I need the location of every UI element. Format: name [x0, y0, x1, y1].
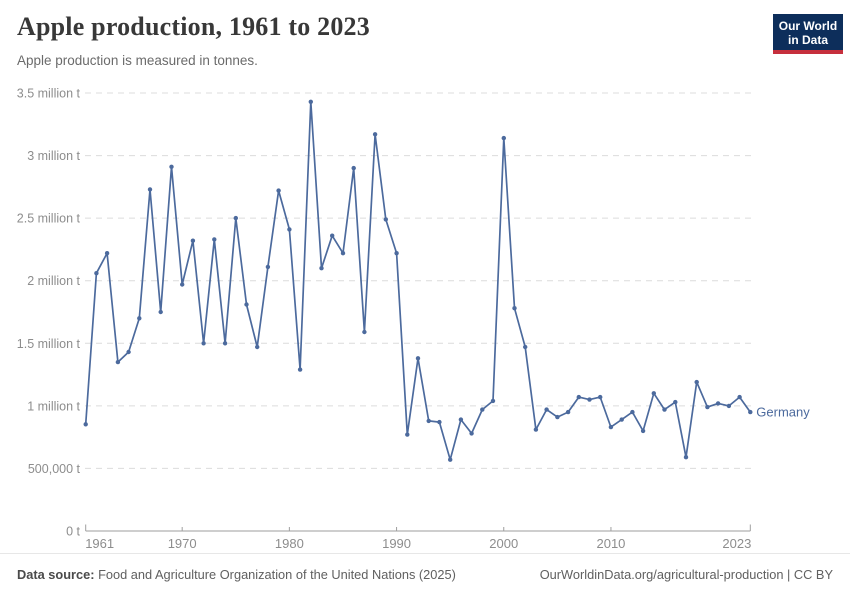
- data-point[interactable]: [576, 394, 581, 400]
- data-point[interactable]: [351, 165, 356, 171]
- data-point[interactable]: [147, 187, 153, 192]
- data-point[interactable]: [126, 349, 131, 355]
- data-point[interactable]: [640, 428, 646, 434]
- data-point[interactable]: [458, 417, 464, 422]
- data-point[interactable]: [748, 409, 753, 415]
- data-point[interactable]: [469, 431, 474, 436]
- x-tick-label: 2010: [596, 536, 625, 551]
- data-point[interactable]: [137, 316, 142, 321]
- data-point[interactable]: [394, 251, 399, 256]
- y-tick-label: 2.5 million t: [17, 212, 81, 226]
- y-tick-label: 0 t: [66, 525, 80, 539]
- y-tick-label: 500,000 t: [28, 462, 81, 476]
- x-tick-label: 1970: [168, 536, 197, 551]
- data-point[interactable]: [222, 341, 228, 346]
- data-point[interactable]: [673, 399, 678, 405]
- data-point[interactable]: [501, 135, 506, 141]
- data-point[interactable]: [169, 164, 174, 169]
- data-point[interactable]: [362, 329, 367, 335]
- owid-logo[interactable]: Our World in Data: [773, 14, 843, 54]
- data-point[interactable]: [694, 379, 699, 385]
- data-point[interactable]: [683, 455, 689, 460]
- data-point[interactable]: [523, 344, 528, 350]
- data-point[interactable]: [190, 238, 196, 243]
- entity-label[interactable]: Germany: [756, 405, 810, 420]
- data-point[interactable]: [115, 359, 121, 365]
- data-point[interactable]: [448, 457, 453, 462]
- data-point[interactable]: [608, 424, 614, 430]
- data-point[interactable]: [180, 282, 185, 287]
- y-tick-label: 1.5 million t: [17, 337, 81, 351]
- owid-logo-line2: in Data: [787, 33, 828, 47]
- data-point[interactable]: [587, 397, 592, 402]
- data-point[interactable]: [104, 251, 110, 256]
- data-point[interactable]: [490, 398, 496, 404]
- data-point[interactable]: [480, 407, 485, 412]
- chart-footer: Data source: Food and Agriculture Organi…: [0, 553, 850, 582]
- license-link[interactable]: OurWorldinData.org/agricultural-producti…: [539, 567, 833, 582]
- data-point[interactable]: [426, 418, 431, 424]
- data-point[interactable]: [630, 409, 635, 415]
- data-point[interactable]: [212, 237, 217, 242]
- y-tick-label: 2 million t: [27, 274, 80, 288]
- data-point[interactable]: [405, 432, 410, 437]
- data-point[interactable]: [319, 266, 324, 271]
- data-point[interactable]: [372, 132, 378, 137]
- data-point[interactable]: [715, 401, 721, 406]
- data-point[interactable]: [297, 367, 303, 372]
- x-tick-label: 1980: [275, 536, 304, 551]
- data-point[interactable]: [244, 302, 249, 307]
- data-point[interactable]: [705, 404, 710, 410]
- data-point[interactable]: [598, 394, 603, 400]
- data-point[interactable]: [287, 227, 292, 232]
- data-point[interactable]: [533, 427, 539, 432]
- data-point[interactable]: [383, 217, 388, 222]
- y-tick-label: 1 million t: [27, 399, 80, 413]
- data-point[interactable]: [340, 251, 346, 256]
- data-point[interactable]: [565, 409, 571, 415]
- data-point[interactable]: [512, 306, 517, 311]
- chart-subtitle: Apple production is measured in tonnes.: [17, 53, 258, 68]
- x-tick-label: 2000: [489, 536, 518, 551]
- x-tick-label: 2023: [722, 536, 751, 551]
- data-point[interactable]: [265, 264, 271, 270]
- data-source: Data source: Food and Agriculture Organi…: [17, 567, 456, 582]
- data-point[interactable]: [662, 407, 667, 412]
- data-source-label: Data source:: [17, 567, 95, 582]
- data-point[interactable]: [276, 188, 281, 193]
- data-point[interactable]: [737, 394, 742, 400]
- data-point[interactable]: [255, 344, 260, 350]
- data-point[interactable]: [233, 215, 238, 221]
- y-tick-label: 3 million t: [27, 149, 80, 163]
- data-point[interactable]: [544, 407, 549, 412]
- data-point[interactable]: [201, 341, 206, 346]
- data-point[interactable]: [619, 417, 624, 422]
- line-chart: 0 t 500,000 t 1 million t 1.5 million t 2 mi…: [17, 87, 810, 552]
- y-tick-label: 3.5 million t: [17, 87, 81, 101]
- data-source-text: Food and Agriculture Organization of the…: [94, 567, 456, 582]
- data-point[interactable]: [308, 99, 313, 105]
- data-point[interactable]: [83, 422, 88, 427]
- data-point[interactable]: [437, 419, 442, 425]
- data-point[interactable]: [415, 356, 421, 361]
- x-tick-label: 1990: [382, 536, 411, 551]
- data-point[interactable]: [726, 403, 732, 409]
- data-point[interactable]: [158, 309, 163, 315]
- data-point[interactable]: [94, 271, 99, 276]
- data-point[interactable]: [651, 391, 656, 396]
- chart-title: Apple production, 1961 to 2023: [17, 12, 370, 41]
- data-point[interactable]: [555, 414, 560, 420]
- x-tick-label: 1961: [85, 536, 114, 551]
- owid-logo-line1: Our World: [778, 19, 838, 33]
- data-point[interactable]: [330, 233, 335, 238]
